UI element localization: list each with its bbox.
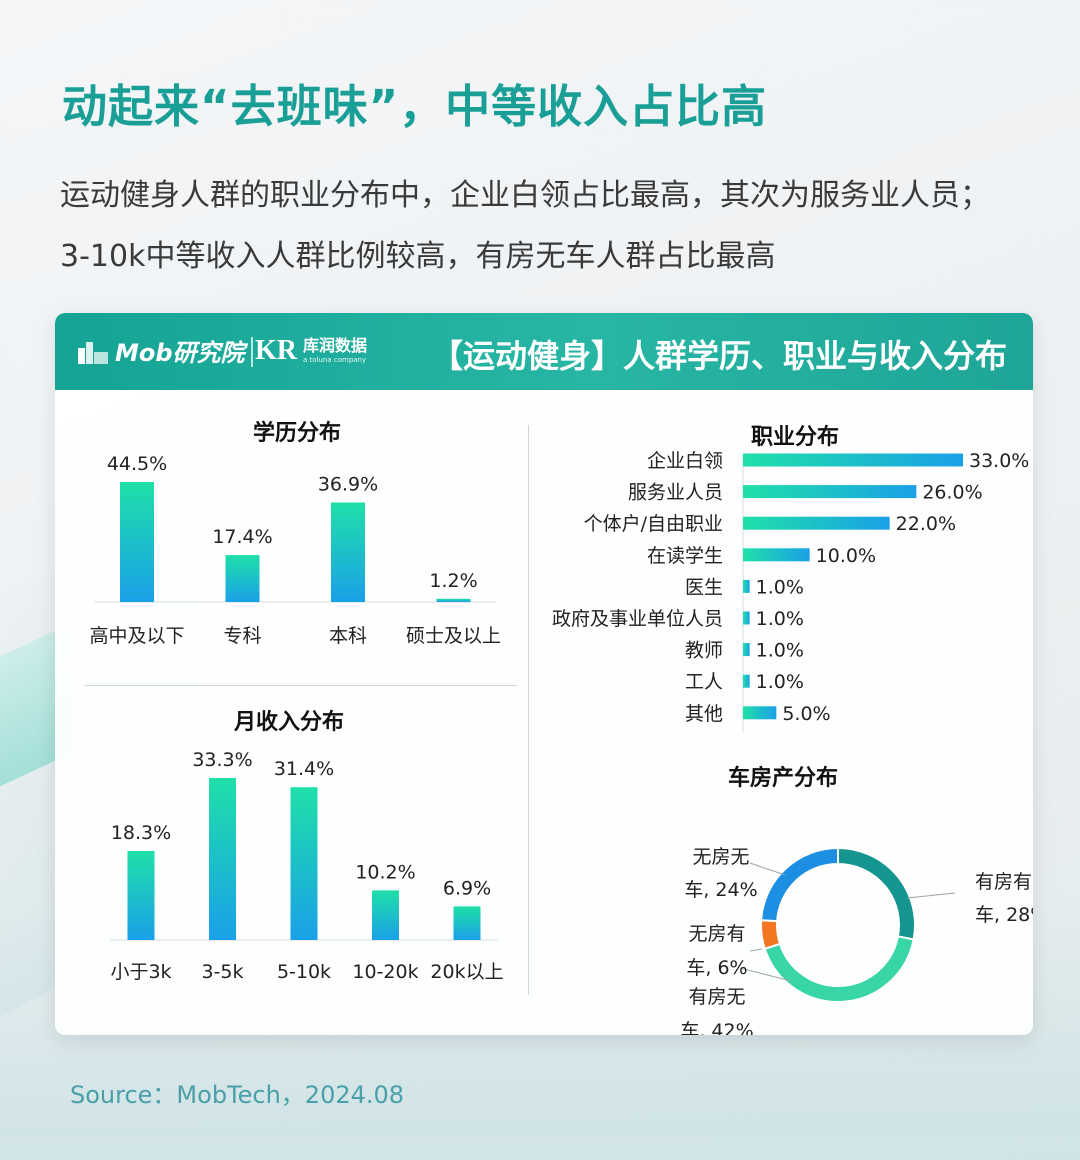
donut-label-line2: 车, 24% <box>684 879 757 901</box>
occupation-title: 职业分布 <box>751 424 839 450</box>
donut-leader-line <box>749 948 763 952</box>
donut-slice <box>760 846 839 923</box>
subtitle-line-2: 3-10k中等收入人群比例较高，有房无车人群占比最高 <box>60 239 776 274</box>
subtitle-line-1: 运动健身人群的职业分布中，企业白领占比最高，其次为服务业人员； <box>60 178 990 213</box>
income-title: 月收入分布 <box>233 709 344 735</box>
occupation-category-label: 服务业人员 <box>628 482 723 504</box>
mob-logo-icon <box>78 341 108 364</box>
income-bar <box>290 787 318 940</box>
edu-category-label: 硕士及以上 <box>406 625 501 647</box>
donut-slice <box>837 846 916 941</box>
occupation-bar <box>743 453 963 467</box>
edu-value-label: 36.9% <box>318 473 378 495</box>
edu-bar <box>120 482 154 602</box>
occupation-category-label: 教师 <box>685 640 723 662</box>
occupation-bar <box>743 579 750 593</box>
edu-category-label: 高中及以下 <box>89 625 184 647</box>
edu-value-label: 17.4% <box>212 526 272 548</box>
occupation-value-label: 33.0% <box>969 450 1029 472</box>
occupation-value-label: 1.0% <box>756 608 804 630</box>
kurun-logo-icon: KR <box>255 335 297 366</box>
income-value-label: 18.3% <box>111 822 171 844</box>
income-bar-chart: 月收入分布 18.3% 小于3k 33.3% 3-5k 31.4% 5-10k 10.2% 10… <box>110 709 504 983</box>
occupation-category-label: 企业白领 <box>647 450 723 472</box>
horizontal-divider <box>85 685 517 686</box>
occupation-bar <box>743 674 750 688</box>
income-bar <box>209 778 236 940</box>
mob-logo-text: Mob研究院 <box>115 339 245 367</box>
income-value-label: 10.2% <box>355 861 415 883</box>
occupation-category-label: 个体户/自由职业 <box>584 513 723 535</box>
occupation-value-label: 22.0% <box>896 513 956 535</box>
edu-bar <box>436 598 471 602</box>
edu-value-label: 1.2% <box>429 570 477 592</box>
income-bar <box>453 906 481 940</box>
occupation-value-label: 1.0% <box>756 640 804 662</box>
income-value-label: 31.4% <box>274 758 334 780</box>
mob-logo: Mob研究院 <box>77 333 245 368</box>
logo-separator <box>251 337 253 367</box>
occupation-value-label: 1.0% <box>756 576 804 598</box>
occupation-value-label: 10.0% <box>816 545 876 567</box>
card-header: Mob研究院 KR 库润数据 a toluna company 【运动健身】人群… <box>55 313 1033 390</box>
donut-label-line1: 有房无 <box>688 986 745 1008</box>
edu-title: 学历分布 <box>253 420 341 446</box>
source-note: Source：MobTech，2024.08 <box>70 1081 405 1109</box>
income-bar <box>127 850 155 940</box>
occupation-value-label: 1.0% <box>756 671 804 693</box>
donut-label-line2: 车, 28% <box>975 904 1033 926</box>
donut-leader-line <box>906 892 956 899</box>
income-category-label: 小于3k <box>110 961 171 983</box>
income-value-label: 6.9% <box>443 877 491 899</box>
donut-label-line2: 车, 6% <box>686 957 747 979</box>
occupation-bar <box>743 643 750 657</box>
occupation-bar <box>743 548 810 562</box>
income-category-label: 20k以上 <box>430 961 503 983</box>
occupation-bar <box>743 706 777 720</box>
donut-label-line2: 车, 42% <box>680 1020 753 1035</box>
kurun-logo-subtitle: a toluna company <box>303 356 367 364</box>
occupation-value-label: 5.0% <box>782 703 830 725</box>
edu-value-label: 44.5% <box>107 453 167 475</box>
education-bar-chart: 学历分布 44.5% 高中及以下 17.4% 专科 36.9% 本科 1.2% 硕士及以上 <box>89 420 501 647</box>
occupation-bar <box>743 516 890 530</box>
card-title: 【运动健身】人群学历、职业与收入分布 <box>430 337 1007 375</box>
page-headline: 动起来“去班味”，中等收入占比高 <box>62 80 768 133</box>
edu-category-label: 本科 <box>329 625 367 647</box>
occupation-category-label: 在读学生 <box>647 545 723 567</box>
occupation-value-label: 26.0% <box>922 482 982 504</box>
income-category-label: 3-5k <box>201 961 243 983</box>
donut-slice <box>763 935 915 1003</box>
occupation-bar <box>743 611 750 625</box>
income-bar <box>372 890 399 940</box>
occupation-category-label: 工人 <box>685 671 723 693</box>
edu-category-label: 专科 <box>223 625 261 647</box>
donut-label-line1: 无房有 <box>688 923 745 945</box>
donut-label-line1: 有房有 <box>975 871 1032 893</box>
occupation-category-label: 政府及事业单位人员 <box>552 608 723 630</box>
donut-leader-line <box>749 862 786 876</box>
income-category-label: 10-20k <box>352 961 418 983</box>
donut-slice <box>760 919 782 951</box>
kurun-logo-name: 库润数据 <box>303 336 368 355</box>
occupation-category-label: 医生 <box>685 576 723 598</box>
donut-label-line1: 无房无 <box>692 846 749 868</box>
kurun-logo: KR 库润数据 a toluna company <box>255 335 367 367</box>
income-value-label: 33.3% <box>192 749 252 771</box>
chart-card: Mob研究院 KR 库润数据 a toluna company 【运动健身】人群… <box>55 313 1033 1035</box>
income-category-label: 5-10k <box>277 961 331 983</box>
occupation-category-label: 其他 <box>685 703 723 725</box>
property-title: 车房产分布 <box>728 765 838 791</box>
vertical-divider <box>528 425 529 995</box>
edu-bar <box>225 555 260 602</box>
occupation-bar <box>743 485 917 499</box>
edu-bar <box>331 502 365 602</box>
donut-leader-line <box>739 967 792 982</box>
